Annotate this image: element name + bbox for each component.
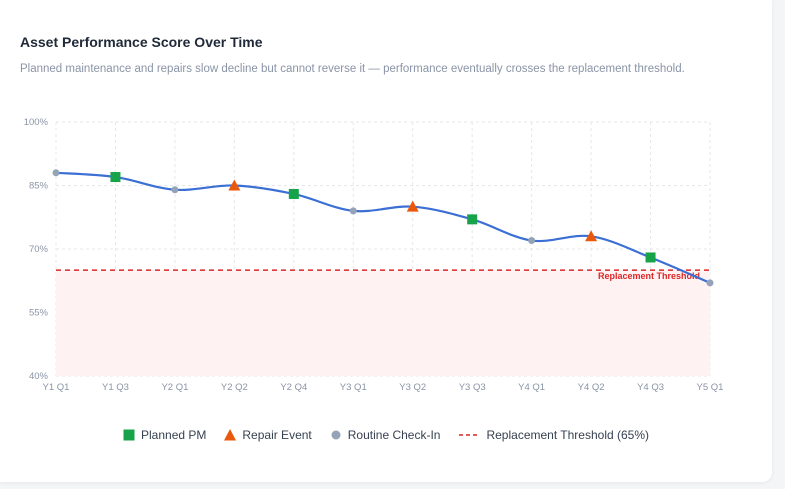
legend-item-planned-pm: Planned PM — [123, 428, 206, 442]
routine-checkin-marker — [52, 169, 60, 177]
line-chart: Replacement Threshold 40% 55% 70% 85% 100% Y1… — [24, 117, 724, 393]
triangle-swatch — [224, 429, 237, 441]
legend-label: Planned PM — [141, 428, 207, 442]
threshold-layer: Replacement Threshold — [56, 269, 710, 376]
routine-legend-swatch-icon — [331, 430, 341, 440]
chart-card: Asset Performance Score Over Time Planne… — [0, 0, 772, 482]
y-tick-label: 55% — [29, 308, 49, 319]
legend-label: Replacement Threshold (65%) — [486, 428, 649, 442]
square-swatch — [123, 429, 135, 441]
x-tick-label: Y2 Q1 — [161, 382, 188, 393]
series-line-layer — [55, 171, 711, 284]
legend-item-routine-checkin: Routine Check-In — [330, 428, 441, 442]
series-line — [55, 171, 711, 284]
repair-event-marker — [228, 179, 241, 191]
marker-layer — [52, 169, 714, 287]
routine-checkin-marker — [706, 279, 714, 287]
repair-event-marker — [406, 200, 419, 212]
y-tick-label: 85% — [29, 181, 49, 192]
legend-item-replacement-threshold: Replacement Threshold (65%) — [458, 428, 649, 442]
planned-pm-marker — [467, 214, 478, 225]
x-tick-label: Y5 Q1 — [697, 382, 724, 393]
planned-pm-marker — [288, 188, 299, 199]
routine-checkin-marker — [171, 186, 179, 194]
legend-item-repair-event: Repair Event — [224, 428, 312, 442]
x-tick-label: Y3 Q3 — [459, 382, 486, 393]
y-tick-label: 100% — [24, 117, 49, 128]
planned-pm-marker — [110, 172, 121, 183]
chart-title: Asset Performance Score Over Time — [20, 34, 263, 50]
chart-subtitle: Planned maintenance and repairs slow dec… — [20, 63, 685, 75]
y-tick-label: 70% — [29, 244, 49, 255]
planned-pm-marker — [645, 252, 656, 263]
routine-checkin-marker — [528, 237, 536, 245]
routine-checkin-marker — [349, 207, 357, 215]
x-tick-label: Y4 Q2 — [578, 382, 605, 393]
x-tick-label: Y1 Q3 — [102, 382, 129, 393]
x-tick-label: Y4 Q1 — [518, 382, 545, 393]
x-tick-label: Y1 Q1 — [43, 382, 70, 393]
x-tick-label: Y4 Q3 — [637, 382, 664, 393]
y-tick-label: 40% — [29, 371, 49, 382]
legend-label: Repair Event — [242, 428, 312, 442]
legend-label: Routine Check-In — [347, 428, 441, 442]
chart-legend: Planned PM Repair Event Routine Check-In Re… — [0, 428, 772, 442]
threshold-zone — [56, 270, 710, 376]
x-tick-label: Y2 Q2 — [221, 382, 248, 393]
threshold-label: Replacement Threshold — [598, 271, 700, 281]
x-tick-label: Y2 Q4 — [280, 382, 307, 393]
circle-swatch — [331, 430, 341, 440]
axis-labels-layer: 40% 55% 70% 85% 100% Y1 Q1 Y1 Q3 Y2 Q1 Y2 Q2 Y2 Q… — [24, 117, 724, 393]
pm-legend-swatch-icon — [123, 429, 135, 441]
repair-legend-swatch-icon — [224, 429, 237, 441]
threshold-legend-swatch-icon — [459, 434, 480, 436]
x-tick-label: Y3 Q2 — [399, 382, 426, 393]
x-tick-label: Y3 Q1 — [340, 382, 367, 393]
repair-event-marker — [585, 230, 598, 242]
